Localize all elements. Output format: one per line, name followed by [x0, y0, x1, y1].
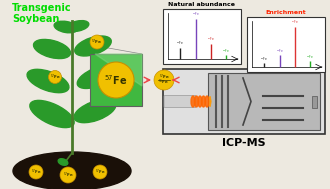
Text: $^{57}$Fe: $^{57}$Fe: [158, 73, 170, 82]
Ellipse shape: [205, 96, 209, 107]
Text: $^{57}$Fe: $^{57}$Fe: [95, 167, 105, 177]
Polygon shape: [210, 97, 211, 106]
Ellipse shape: [67, 21, 89, 31]
FancyBboxPatch shape: [247, 17, 325, 72]
Circle shape: [93, 165, 107, 179]
Ellipse shape: [54, 21, 78, 33]
Ellipse shape: [202, 96, 206, 107]
Circle shape: [154, 70, 174, 90]
FancyBboxPatch shape: [164, 95, 196, 108]
Text: Enrichment: Enrichment: [266, 11, 306, 15]
Polygon shape: [95, 54, 142, 86]
Ellipse shape: [27, 69, 69, 93]
Ellipse shape: [75, 36, 111, 56]
FancyBboxPatch shape: [163, 9, 241, 64]
Circle shape: [90, 35, 104, 49]
Ellipse shape: [77, 66, 117, 88]
Circle shape: [98, 62, 134, 98]
Ellipse shape: [13, 152, 131, 189]
Text: $^{56}$Fe: $^{56}$Fe: [191, 11, 200, 18]
Text: $^{57}$Fe: $^{57}$Fe: [104, 73, 128, 87]
Ellipse shape: [198, 96, 202, 107]
Text: $^{54}$Fe: $^{54}$Fe: [260, 56, 268, 63]
Text: $^{57}$Fe: $^{57}$Fe: [31, 167, 41, 177]
Circle shape: [60, 167, 76, 183]
Text: Natural abundance: Natural abundance: [169, 2, 236, 8]
Text: $^{58}$Fe: $^{58}$Fe: [306, 53, 314, 61]
FancyBboxPatch shape: [90, 54, 142, 106]
Ellipse shape: [30, 100, 74, 128]
Text: $^{54}$Fe: $^{54}$Fe: [176, 40, 184, 47]
FancyBboxPatch shape: [312, 96, 317, 108]
Text: $^{56}$Fe: $^{56}$Fe: [276, 47, 284, 55]
Text: $^{57}$Fe: $^{57}$Fe: [207, 36, 215, 43]
Text: $^{57}$Fe: $^{57}$Fe: [291, 19, 299, 26]
Ellipse shape: [74, 99, 116, 123]
Text: $^{57}$Fe: $^{57}$Fe: [62, 170, 74, 180]
Text: Transgenic
Soybean: Transgenic Soybean: [12, 3, 72, 24]
Ellipse shape: [194, 96, 199, 107]
Text: $^{57}$Fe: $^{57}$Fe: [91, 37, 103, 47]
Text: $^{56}$Fe: $^{56}$Fe: [158, 78, 170, 88]
FancyBboxPatch shape: [163, 69, 325, 134]
Circle shape: [29, 165, 43, 179]
Ellipse shape: [191, 96, 195, 107]
Text: $^{57}$Fe: $^{57}$Fe: [50, 72, 60, 82]
Ellipse shape: [34, 40, 71, 59]
Text: $^{58}$Fe: $^{58}$Fe: [222, 48, 230, 55]
Ellipse shape: [58, 159, 68, 165]
Circle shape: [49, 70, 61, 84]
FancyBboxPatch shape: [208, 73, 320, 130]
Text: ICP-MS: ICP-MS: [222, 138, 266, 148]
